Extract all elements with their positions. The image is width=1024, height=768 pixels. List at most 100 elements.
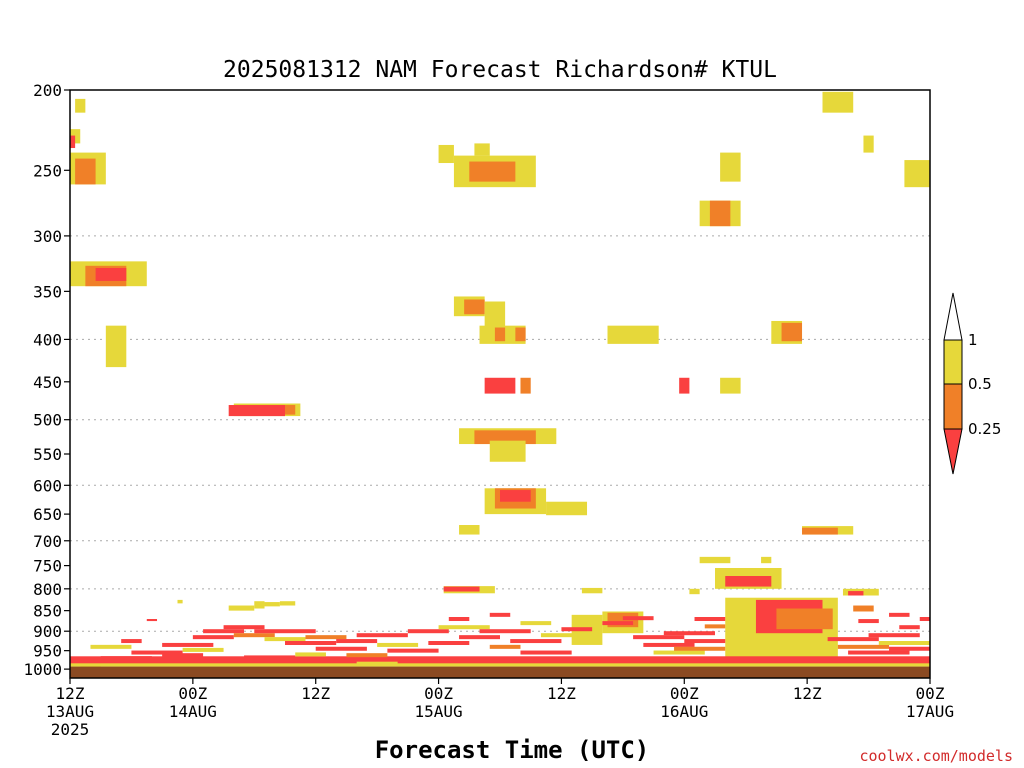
y-tick-label: 900 bbox=[33, 622, 62, 641]
ri-cell bbox=[689, 588, 700, 595]
legend-swatch-red bbox=[943, 428, 963, 475]
ri-streak bbox=[643, 642, 695, 647]
ri-cell bbox=[607, 325, 659, 344]
legend-label: 1 bbox=[968, 331, 978, 349]
ri-streak bbox=[90, 644, 132, 649]
y-tick-label: 200 bbox=[33, 81, 62, 100]
ri-cell bbox=[709, 200, 731, 227]
ri-cell bbox=[853, 605, 874, 612]
ri-cell bbox=[70, 656, 930, 666]
y-tick-label: 500 bbox=[33, 411, 62, 430]
ri-streak bbox=[520, 621, 552, 626]
x-tick-label: 15AUG bbox=[414, 702, 462, 721]
legend-swatch-yellow bbox=[943, 339, 963, 385]
ri-streak bbox=[233, 633, 275, 638]
y-tick-label: 450 bbox=[33, 373, 62, 392]
ri-cell bbox=[863, 135, 874, 153]
ri-streak bbox=[459, 635, 500, 640]
ri-cell bbox=[70, 663, 930, 667]
ri-streak bbox=[121, 639, 142, 644]
x-tick-label: 00Z bbox=[424, 684, 453, 703]
ri-streak bbox=[315, 646, 367, 651]
legend-swatch-orange bbox=[943, 383, 963, 430]
x-tick-label: 2025 bbox=[51, 720, 90, 739]
ri-cell bbox=[781, 322, 803, 342]
ri-streak bbox=[827, 637, 879, 642]
ri-cell bbox=[75, 98, 86, 113]
ri-streak bbox=[868, 633, 920, 638]
credit-text: coolwx.com/models bbox=[859, 747, 1013, 765]
ri-cell bbox=[720, 152, 741, 182]
ri-cell bbox=[75, 158, 96, 185]
y-axis-ticks: 200 250 300 350 400 450 500 550 600 650 700 750 800 8… bbox=[23, 81, 70, 679]
y-tick-label: 1000 bbox=[23, 660, 62, 679]
ri-cell bbox=[177, 599, 183, 604]
ri-cell bbox=[776, 608, 833, 630]
color-legend: 1 0.5 0.25 bbox=[943, 292, 1001, 475]
x-tick-label: 12Z bbox=[301, 684, 330, 703]
ri-cell bbox=[679, 377, 690, 394]
ri-cell bbox=[515, 327, 526, 342]
ri-streak bbox=[428, 641, 470, 646]
ri-streak bbox=[889, 646, 930, 651]
ri-cell bbox=[546, 501, 588, 516]
ri-streak bbox=[295, 652, 326, 657]
ri-cell bbox=[254, 601, 265, 609]
ri-streak bbox=[479, 629, 531, 634]
ri-cell bbox=[761, 556, 772, 564]
ri-cell bbox=[279, 601, 296, 606]
ri-streak bbox=[131, 650, 183, 655]
x-tick-label: 00Z bbox=[916, 684, 945, 703]
x-tick-label: 12Z bbox=[547, 684, 576, 703]
x-axis-label: Forecast Time (UTC) bbox=[375, 736, 650, 764]
x-tick-label: 00Z bbox=[178, 684, 207, 703]
ri-cell bbox=[822, 91, 854, 113]
ri-cell bbox=[228, 405, 285, 417]
ri-streak bbox=[377, 642, 419, 647]
x-tick-label: 12Z bbox=[793, 684, 822, 703]
ri-streak bbox=[100, 656, 152, 661]
ri-streak bbox=[162, 653, 204, 658]
ri-streak bbox=[305, 635, 347, 640]
ri-streak bbox=[285, 641, 337, 646]
ri-cell bbox=[699, 556, 731, 564]
ri-streak bbox=[182, 647, 224, 652]
ri-streak bbox=[162, 642, 214, 647]
ri-streak bbox=[848, 650, 910, 655]
ri-streak bbox=[489, 612, 511, 617]
plot-area bbox=[70, 91, 930, 678]
y-tick-label: 600 bbox=[33, 476, 62, 495]
ri-streak bbox=[561, 627, 593, 632]
y-tick-label: 650 bbox=[33, 505, 62, 524]
ri-cell bbox=[520, 377, 531, 394]
ri-cell bbox=[474, 430, 536, 445]
y-tick-label: 400 bbox=[33, 330, 62, 349]
ri-cell bbox=[459, 525, 480, 535]
y-tick-label: 750 bbox=[33, 557, 62, 576]
ri-cell bbox=[469, 161, 516, 182]
y-tick-label: 300 bbox=[33, 227, 62, 246]
legend-label: 0.25 bbox=[968, 420, 1001, 438]
ri-cell bbox=[848, 591, 864, 596]
ri-cell bbox=[484, 377, 516, 394]
ri-cell bbox=[438, 144, 454, 164]
ri-streak bbox=[663, 631, 715, 636]
ri-cell bbox=[228, 605, 255, 611]
ri-streak bbox=[356, 633, 408, 638]
data-cells bbox=[70, 91, 930, 668]
y-tick-label: 950 bbox=[33, 642, 62, 661]
surface-ground bbox=[70, 666, 930, 678]
ri-streak bbox=[622, 616, 654, 621]
ri-cell bbox=[146, 619, 158, 622]
ri-cell bbox=[500, 490, 531, 502]
ri-streak bbox=[633, 635, 685, 640]
ri-cell bbox=[489, 440, 526, 462]
ri-streak bbox=[674, 646, 726, 651]
ri-cell bbox=[464, 299, 485, 315]
x-tick-label: 17AUG bbox=[906, 702, 954, 721]
ri-streak bbox=[878, 641, 930, 646]
ri-streak bbox=[192, 635, 234, 640]
ri-streak bbox=[510, 639, 562, 644]
